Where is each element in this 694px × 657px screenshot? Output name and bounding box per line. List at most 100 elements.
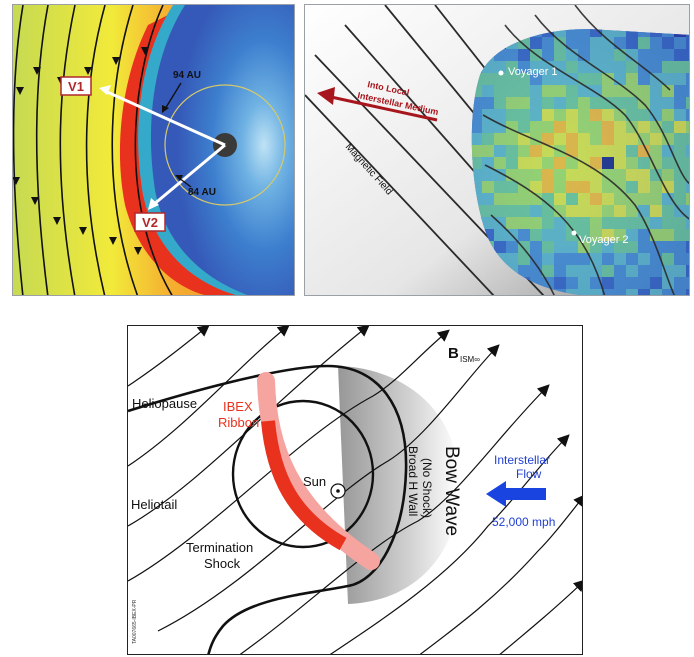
sky-map-pixel: [638, 265, 650, 277]
sky-map-pixel: [482, 133, 494, 145]
sky-map-pixel: [686, 73, 689, 85]
sky-map-pixel: [566, 61, 578, 73]
sky-map-pixel: [471, 85, 482, 97]
sun-label: Sun: [303, 474, 326, 489]
sky-map-pixel: [578, 205, 590, 217]
distance-94-pointer-head: [162, 105, 169, 113]
sky-map-pixel: [530, 157, 542, 169]
heliotail-label: Heliotail: [131, 497, 177, 512]
sky-map-pixel: [602, 289, 614, 295]
sky-map-pixel: [554, 229, 566, 241]
sky-map-pixel: [530, 109, 542, 121]
schematic-svg: B ISM∞ Heliopause IBEX Ribbon Sun Heliot…: [128, 326, 582, 654]
sky-map-pixel: [614, 289, 626, 295]
sky-map-pixel: [482, 97, 494, 109]
sky-map-pixel: [518, 193, 530, 205]
sky-map-pixel: [482, 193, 494, 205]
sky-map-pixel: [578, 133, 590, 145]
sky-map-pixel: [662, 193, 674, 205]
sky-map-pixel: [578, 61, 590, 73]
sky-map-pixel: [650, 109, 662, 121]
sky-map-pixel: [542, 217, 554, 229]
sky-map-pixel: [614, 133, 626, 145]
sky-map-pixel: [674, 241, 686, 253]
sky-map-pixel: [482, 181, 494, 193]
v2-label: V2: [142, 215, 158, 230]
sky-map-pixel: [614, 193, 626, 205]
sky-map-pixel: [674, 85, 686, 97]
sky-map-pixel: [602, 169, 614, 181]
bow-wave-label: Bow Wave: [441, 446, 462, 536]
sky-map-pixel: [650, 49, 662, 61]
voyager2-label: Voyager 2: [579, 234, 629, 246]
sky-map-pixel: [542, 109, 554, 121]
sky-map-pixel: [566, 37, 578, 49]
sky-map-pixel: [602, 253, 614, 265]
sky-map-pixel: [566, 169, 578, 181]
sky-map-pixel: [590, 121, 602, 133]
sky-map-pixel: [506, 217, 518, 229]
sky-map-pixel: [530, 73, 542, 85]
sky-map-pixel: [662, 253, 674, 265]
sky-map-pixel: [650, 193, 662, 205]
sky-map-pixel: [662, 49, 674, 61]
sky-map-pixel: [674, 265, 686, 277]
sky-map-pixel: [518, 169, 530, 181]
sky-map-pixel: [638, 229, 650, 241]
sky-map-pixel: [542, 205, 554, 217]
sky-map-pixel: [566, 109, 578, 121]
sky-map-pixel: [506, 97, 518, 109]
sky-map-pixel: [674, 277, 686, 289]
sky-map-pixel: [614, 145, 626, 157]
sky-map-pixel: [542, 145, 554, 157]
sky-map-pixel: [471, 109, 482, 121]
sky-map-pixel: [626, 193, 638, 205]
distance-84-pointer-head: [175, 175, 183, 181]
sky-map-pixel: [674, 217, 686, 229]
sky-map-pixel: [566, 49, 578, 61]
sky-map-pixel: [554, 241, 566, 253]
sky-map-pixel: [674, 61, 686, 73]
sky-map-pixel: [638, 157, 650, 169]
sky-map-pixel: [626, 97, 638, 109]
sky-map-pixel: [578, 37, 590, 49]
sky-map-pixel: [530, 181, 542, 193]
sky-map-pixel: [578, 169, 590, 181]
sky-map-pixel: [530, 241, 542, 253]
sky-map-pixel: [542, 29, 554, 37]
sky-map-pixel: [686, 277, 689, 289]
sky-map-pixel: [506, 253, 518, 265]
sky-map-pixel: [578, 121, 590, 133]
sky-map-pixel: [674, 181, 686, 193]
sky-map-pixel: [614, 29, 626, 37]
sky-map-pixel: [530, 217, 542, 229]
sky-map-pixel: [542, 241, 554, 253]
sky-map-pixel: [686, 265, 689, 277]
sky-map-pixel: [578, 289, 590, 295]
v2-label-box: [134, 212, 166, 232]
sky-map-pixel: [674, 193, 686, 205]
sky-map-pixel: [638, 145, 650, 157]
sky-map-pixel: [506, 49, 518, 61]
sky-map-pixel: [482, 73, 494, 85]
sky-map-pixel: [578, 85, 590, 97]
sky-map-pixel: [554, 277, 566, 289]
sky-map-pixel: [566, 181, 578, 193]
sky-map-pixel: [518, 157, 530, 169]
sky-map-pixel: [686, 181, 689, 193]
sky-map-pixel: [518, 85, 530, 97]
sky-map-pixel: [482, 121, 494, 133]
sky-map-pixel: [471, 121, 482, 133]
sky-map-pixel: [674, 109, 686, 121]
sky-map-pixel: [638, 193, 650, 205]
b-field-label: B: [448, 345, 459, 362]
sky-map-pixel: [662, 289, 674, 295]
sky-map-pixel: [686, 229, 689, 241]
sky-map-pixel: [482, 157, 494, 169]
sky-map-pixel: [542, 181, 554, 193]
sky-map-pixel: [482, 205, 494, 217]
sky-map-pixel: [530, 121, 542, 133]
sky-map-pixel: [626, 37, 638, 49]
sky-map-pixel: [471, 157, 482, 169]
sky-map-pixel: [638, 181, 650, 193]
